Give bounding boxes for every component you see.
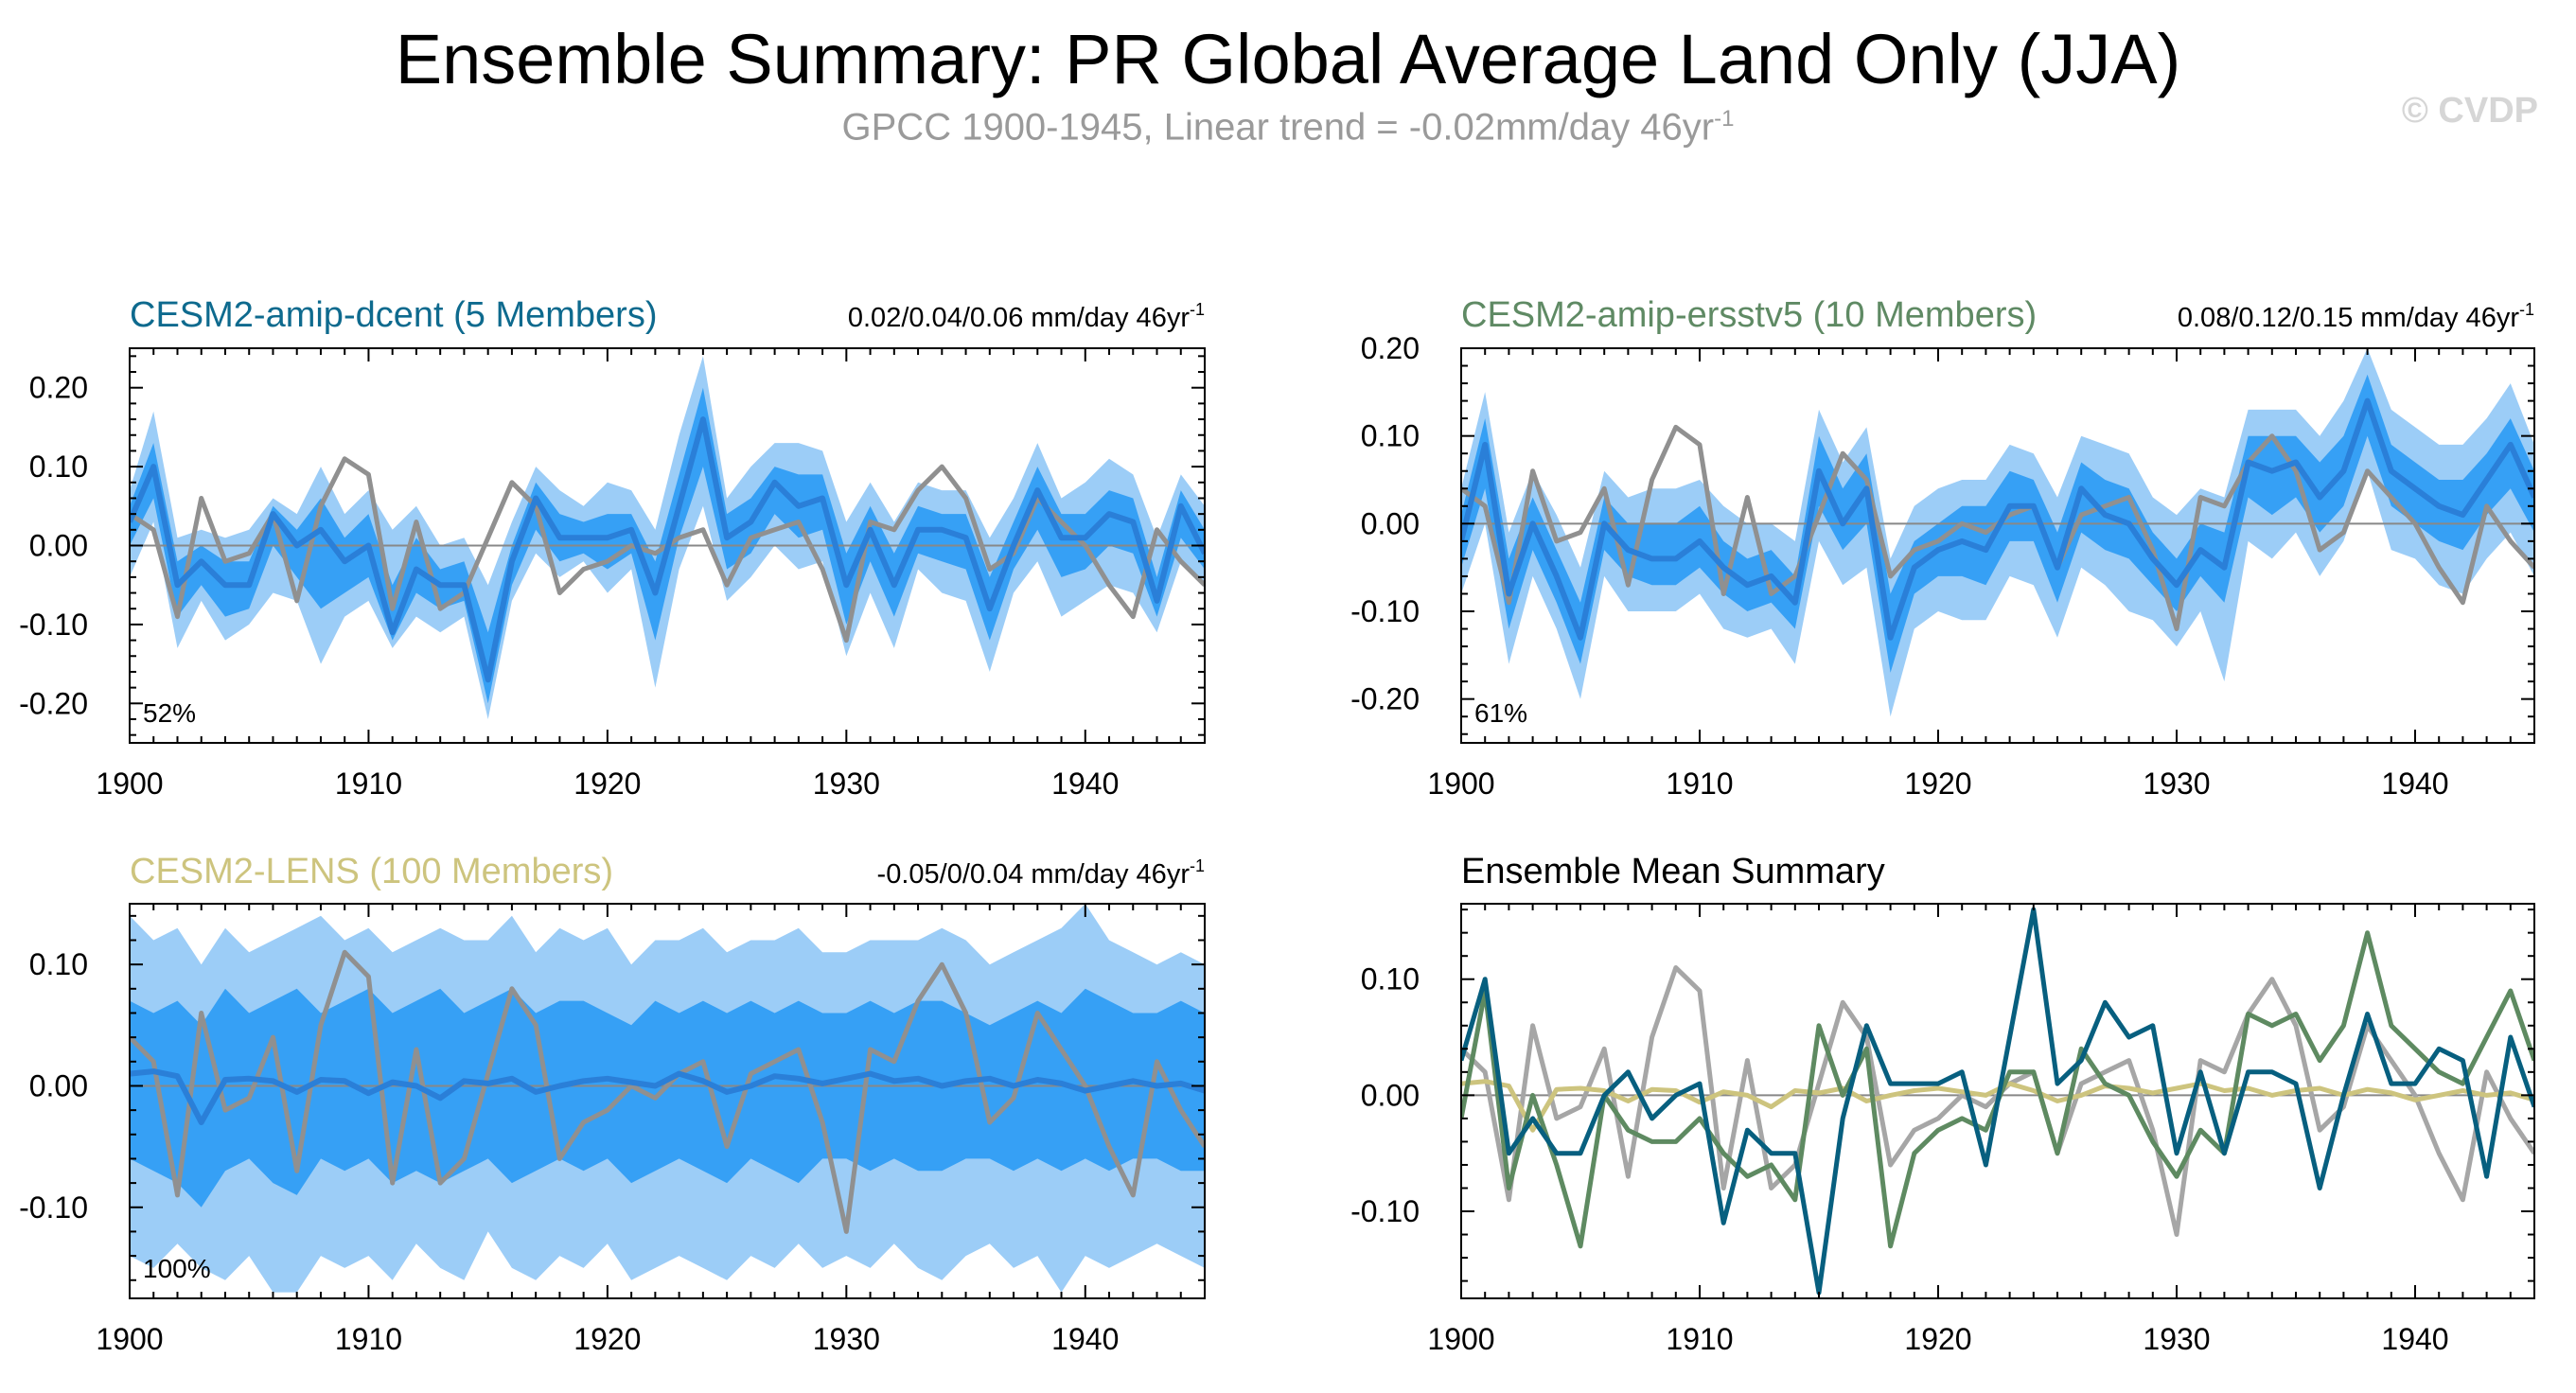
y-tick-label: 0.00 bbox=[1361, 506, 1420, 540]
ensemble-mean-line bbox=[1461, 397, 2534, 641]
trend-label-exponent: -1 bbox=[2519, 300, 2534, 319]
x-tick-label: 1900 bbox=[1427, 767, 1494, 801]
percent-label-lens: 100% bbox=[143, 1254, 211, 1283]
figure-subtitle: GPCC 1900-1945, Linear trend = -0.02mm/d… bbox=[0, 106, 2576, 149]
plot-area-dcent bbox=[130, 356, 1205, 719]
trend-label-exponent: -1 bbox=[1190, 856, 1205, 875]
panel-title-ersstv5: CESM2-amip-ersstv5 (10 Members) bbox=[1461, 295, 2037, 335]
plot-area-lens bbox=[130, 904, 1205, 1293]
percent-label-dcent: 52% bbox=[143, 698, 196, 728]
plot-area-summary bbox=[1461, 907, 2534, 1296]
panel-ersstv5: CESM2-amip-ersstv5 (10 Members) 0.08/0.12… bbox=[1350, 295, 2535, 801]
x-tick-label: 1910 bbox=[1666, 767, 1733, 801]
trend-label-text: 0.02/0.04/0.06 mm/day 46yr bbox=[848, 303, 1190, 333]
x-tick-label: 1900 bbox=[96, 767, 163, 801]
panel-lens: CESM2-LENS (100 Members) -0.05/0/0.04 mm/… bbox=[19, 852, 1206, 1356]
ensemble-mean-line bbox=[130, 416, 1205, 683]
plot-frame-ersstv5 bbox=[1460, 347, 2535, 744]
panel-title-lens: CESM2-LENS (100 Members) bbox=[130, 852, 613, 891]
x-tick-label: 1910 bbox=[1666, 1322, 1733, 1356]
trend-label-text: 0.08/0.12/0.15 mm/day 46yr bbox=[2178, 303, 2519, 333]
x-tick-label: 1930 bbox=[813, 1322, 880, 1356]
trend-label-lens: -0.05/0/0.04 mm/day 46yr-1 bbox=[877, 856, 1205, 890]
panel-summary: Ensemble Mean Summary 1900 1910 1920 1930 194… bbox=[1350, 852, 2535, 1356]
y-tick-label: 0.10 bbox=[1361, 419, 1420, 453]
subtitle-text: GPCC 1900-1945, Linear trend = -0.02mm/d… bbox=[841, 106, 1715, 149]
x-tick-label: 1920 bbox=[573, 767, 641, 801]
y-tick-label: 0.20 bbox=[1361, 331, 1420, 365]
x-tick-label: 1920 bbox=[1904, 767, 1971, 801]
x-tick-label: 1940 bbox=[1051, 767, 1119, 801]
trend-label-ersstv5: 0.08/0.12/0.15 mm/day 46yr-1 bbox=[2178, 300, 2534, 333]
plot-area-ersstv5 bbox=[1461, 348, 2534, 717]
figure-title: Ensemble Summary: PR Global Average Land… bbox=[395, 20, 2181, 98]
cvdp-credit: © CVDP bbox=[2401, 91, 2538, 131]
x-tick-label: 1900 bbox=[96, 1322, 163, 1356]
trend-label-text: -0.05/0/0.04 mm/day 46yr bbox=[877, 859, 1191, 890]
x-tick-label: 1920 bbox=[573, 1322, 641, 1356]
observation-line bbox=[130, 949, 1205, 1234]
y-tick-label: 0.00 bbox=[29, 529, 88, 563]
series-line-cesm2_amip_dcent bbox=[1461, 907, 2534, 1296]
y-tick-label: 0.00 bbox=[1361, 1078, 1420, 1112]
panel-title-summary: Ensemble Mean Summary bbox=[1461, 852, 1885, 891]
x-tick-label: 1940 bbox=[2381, 767, 2448, 801]
y-tick-label: 0.10 bbox=[29, 450, 88, 484]
y-tick-label: 0.20 bbox=[29, 371, 88, 405]
plot-frame-lens bbox=[129, 903, 1206, 1299]
y-tick-label: -0.10 bbox=[19, 608, 88, 642]
y-tick-label: -0.20 bbox=[19, 686, 88, 720]
trend-label-exponent: -1 bbox=[1190, 300, 1205, 319]
y-tick-label: 0.10 bbox=[1361, 962, 1420, 996]
x-tick-label: 1930 bbox=[813, 767, 880, 801]
y-tick-label: -0.10 bbox=[19, 1190, 88, 1225]
x-tick-label: 1900 bbox=[1427, 1322, 1494, 1356]
y-tick-label: 0.00 bbox=[29, 1068, 88, 1102]
y-tick-label: -0.20 bbox=[1350, 682, 1420, 716]
y-tick-label: -0.10 bbox=[1350, 1194, 1420, 1228]
x-tick-label: 1920 bbox=[1904, 1322, 1971, 1356]
x-tick-label: 1910 bbox=[335, 1322, 402, 1356]
x-tick-label: 1940 bbox=[1051, 1322, 1119, 1356]
x-tick-label: 1930 bbox=[2143, 767, 2210, 801]
x-tick-label: 1930 bbox=[2143, 1322, 2210, 1356]
y-tick-label: -0.10 bbox=[1350, 594, 1420, 628]
x-tick-label: 1910 bbox=[335, 767, 402, 801]
y-tick-label: 0.10 bbox=[29, 947, 88, 981]
percent-label-ersstv5: 61% bbox=[1474, 698, 1527, 728]
plot-frame-summary bbox=[1460, 903, 2535, 1299]
trend-label-dcent: 0.02/0.04/0.06 mm/day 46yr-1 bbox=[848, 300, 1205, 333]
ensemble-mean-line bbox=[130, 1068, 1205, 1125]
panel-dcent: CESM2-amip-dcent (5 Members) 0.02/0.04/0.… bbox=[19, 295, 1206, 801]
panel-title-dcent: CESM2-amip-dcent (5 Members) bbox=[130, 295, 657, 335]
x-tick-label: 1940 bbox=[2381, 1322, 2448, 1356]
subtitle-exponent: -1 bbox=[1714, 106, 1735, 132]
